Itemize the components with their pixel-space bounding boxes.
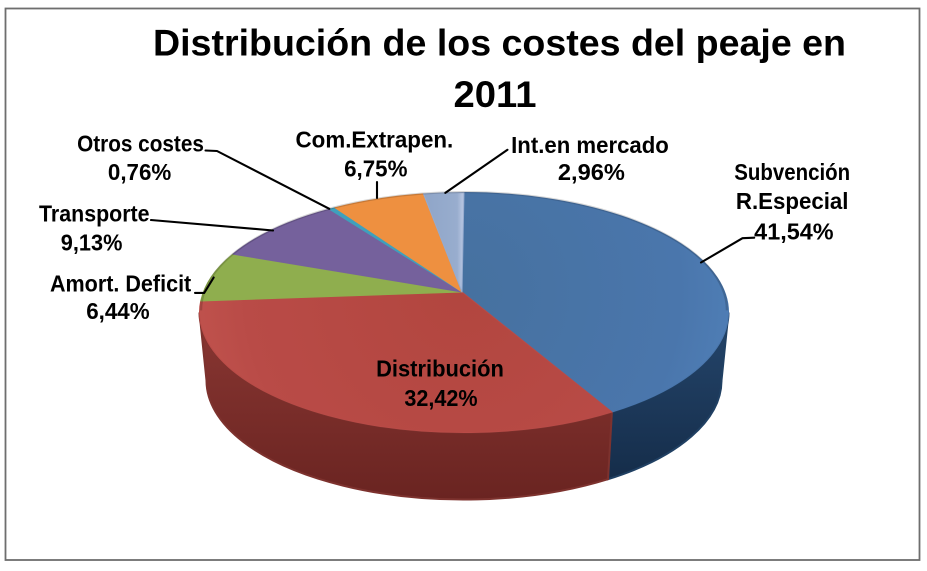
svg-text:Subvención: Subvención: [734, 159, 850, 185]
svg-text:Transporte: Transporte: [39, 201, 150, 227]
svg-text:32,42%: 32,42%: [404, 385, 477, 411]
svg-text:41,54%: 41,54%: [754, 219, 833, 245]
svg-text:6,75%: 6,75%: [344, 156, 407, 182]
svg-text:Amort. Deficit: Amort. Deficit: [50, 271, 192, 297]
svg-text:R.Especial: R.Especial: [736, 188, 849, 214]
svg-text:Int.en mercado: Int.en mercado: [511, 132, 669, 158]
svg-text:2011: 2011: [454, 74, 537, 115]
svg-text:Distribución: Distribución: [376, 356, 504, 382]
svg-text:Distribución de los costes del: Distribución de los costes del peaje en: [153, 22, 846, 63]
svg-text:9,13%: 9,13%: [61, 230, 123, 256]
svg-text:Com.Extrapen.: Com.Extrapen.: [296, 127, 454, 153]
svg-text:Otros costes: Otros costes: [77, 130, 204, 156]
svg-text:0,76%: 0,76%: [108, 159, 171, 185]
svg-text:6,44%: 6,44%: [86, 298, 149, 324]
svg-text:2,96%: 2,96%: [558, 159, 625, 185]
